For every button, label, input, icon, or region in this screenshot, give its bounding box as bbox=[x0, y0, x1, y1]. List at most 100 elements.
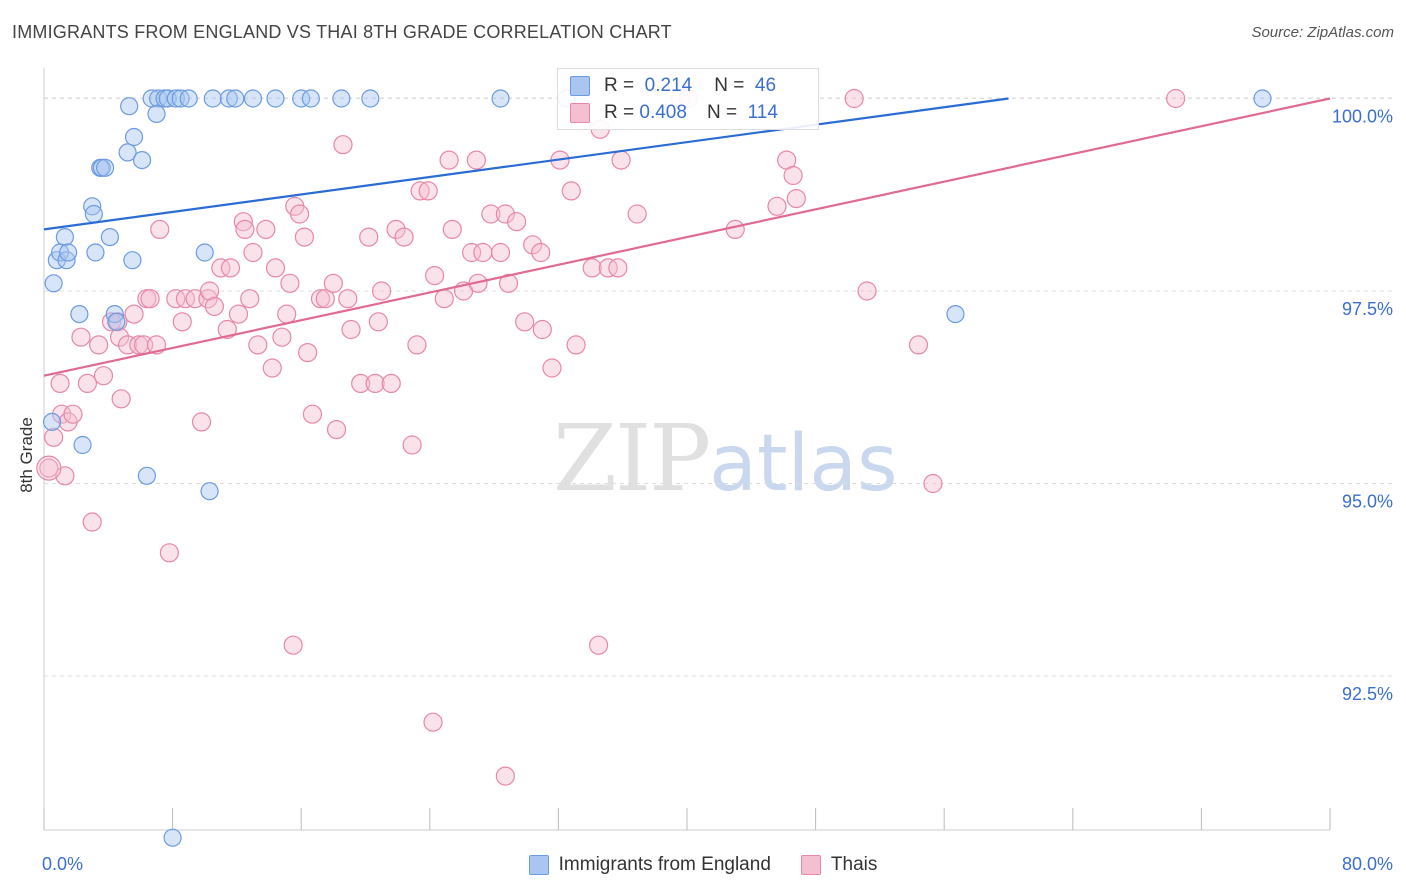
england-points bbox=[42, 89, 1272, 847]
thais-point bbox=[280, 273, 300, 293]
thais-point bbox=[172, 312, 192, 332]
england-point bbox=[149, 89, 168, 108]
thais-point bbox=[561, 181, 581, 201]
legend-label-england: Immigrants from England bbox=[558, 854, 771, 875]
england-point bbox=[292, 89, 311, 108]
thais-point bbox=[272, 327, 292, 347]
thais-point bbox=[262, 358, 282, 378]
thais-point bbox=[240, 289, 260, 309]
thais-point bbox=[434, 289, 454, 309]
thais-point bbox=[368, 312, 388, 332]
thais-point bbox=[140, 289, 160, 309]
thais-point bbox=[466, 150, 487, 170]
england-point bbox=[59, 243, 78, 262]
thais-point bbox=[211, 258, 231, 278]
england-point bbox=[132, 151, 152, 170]
thais-point bbox=[220, 258, 241, 278]
england-point bbox=[124, 127, 144, 147]
thais-point bbox=[248, 335, 268, 355]
england-point bbox=[179, 89, 198, 108]
legend-item-thais[interactable]: Thais bbox=[800, 850, 878, 880]
thais-point bbox=[71, 327, 91, 347]
thais-point bbox=[381, 373, 401, 393]
england-point bbox=[266, 89, 285, 108]
thais-point bbox=[235, 219, 255, 239]
watermark: ZIPatlas bbox=[553, 405, 898, 512]
thais-point bbox=[598, 258, 618, 278]
england-point bbox=[55, 228, 74, 247]
england-point bbox=[147, 104, 166, 124]
thais-point bbox=[166, 289, 186, 309]
thais-point bbox=[50, 373, 70, 393]
legend-item-england[interactable]: Immigrants from England bbox=[528, 850, 771, 880]
thais-point bbox=[418, 181, 438, 201]
thais-point bbox=[531, 242, 551, 263]
thais-point bbox=[923, 473, 943, 494]
thais-point bbox=[89, 335, 109, 355]
england-point bbox=[83, 197, 102, 216]
thais-point bbox=[198, 289, 218, 309]
thais-point bbox=[844, 88, 864, 109]
thais-point bbox=[611, 150, 631, 170]
thais-point bbox=[542, 358, 562, 378]
thais-point bbox=[425, 266, 445, 286]
watermark-zip: ZIP bbox=[553, 405, 711, 512]
thais-point bbox=[191, 412, 212, 432]
thais-point bbox=[117, 335, 138, 355]
thais-point bbox=[323, 273, 343, 293]
thais-point bbox=[44, 427, 64, 447]
thais-point bbox=[109, 327, 130, 347]
thais-point bbox=[523, 235, 543, 255]
thais-point bbox=[725, 219, 745, 239]
legend-n-value: 46 bbox=[754, 75, 777, 96]
stats-legend: R = 0.214 N = 46 R = 0.408 N = 114 bbox=[557, 68, 819, 130]
thais-point bbox=[283, 635, 303, 655]
thais-point bbox=[371, 281, 392, 301]
thais-point bbox=[495, 204, 515, 224]
thais-point bbox=[515, 312, 535, 332]
legend-swatch-pink bbox=[800, 855, 821, 875]
thais-point bbox=[410, 181, 430, 201]
thais-point bbox=[442, 219, 462, 239]
legend-label-thais: Thais bbox=[830, 854, 878, 875]
thais-point bbox=[228, 304, 249, 324]
gridlines bbox=[44, 97, 1395, 677]
thais-point bbox=[277, 304, 297, 324]
thais-point bbox=[786, 189, 806, 209]
legend-row-england: R = 0.214 N = 46 bbox=[570, 73, 776, 99]
thais-point bbox=[265, 258, 286, 278]
thais-point bbox=[566, 335, 586, 355]
series-legend: Immigrants from England Thais bbox=[0, 850, 1406, 880]
legend-n-value: 114 bbox=[747, 102, 778, 123]
legend-n-label: N = bbox=[714, 75, 745, 96]
axes bbox=[43, 68, 1331, 831]
thais-point bbox=[233, 212, 253, 232]
england-point bbox=[163, 828, 182, 847]
thais-point bbox=[481, 204, 501, 224]
england-point bbox=[44, 274, 63, 293]
england-point bbox=[361, 89, 380, 108]
england-point bbox=[301, 89, 320, 108]
thais-point bbox=[351, 373, 371, 393]
england-point bbox=[86, 243, 105, 262]
thais-point bbox=[1166, 88, 1186, 109]
england-point bbox=[332, 89, 351, 108]
x-tick-label: 0.0% bbox=[42, 854, 83, 874]
england-point bbox=[70, 305, 89, 324]
thais-point bbox=[289, 204, 310, 224]
england-point bbox=[166, 89, 185, 108]
thais-point bbox=[341, 319, 361, 340]
legend-swatch-blue bbox=[528, 855, 549, 875]
thais-point bbox=[532, 319, 552, 340]
thais-trend-line bbox=[43, 97, 1331, 377]
y-tick-label: 92.5% bbox=[1342, 684, 1393, 704]
thais-point bbox=[461, 242, 482, 263]
thais-point bbox=[82, 512, 102, 532]
england-point bbox=[95, 158, 115, 177]
england-point bbox=[73, 435, 92, 455]
england-point bbox=[1253, 89, 1272, 108]
thais-point bbox=[359, 227, 379, 247]
thais-point bbox=[498, 273, 519, 293]
thais-point bbox=[124, 304, 144, 324]
